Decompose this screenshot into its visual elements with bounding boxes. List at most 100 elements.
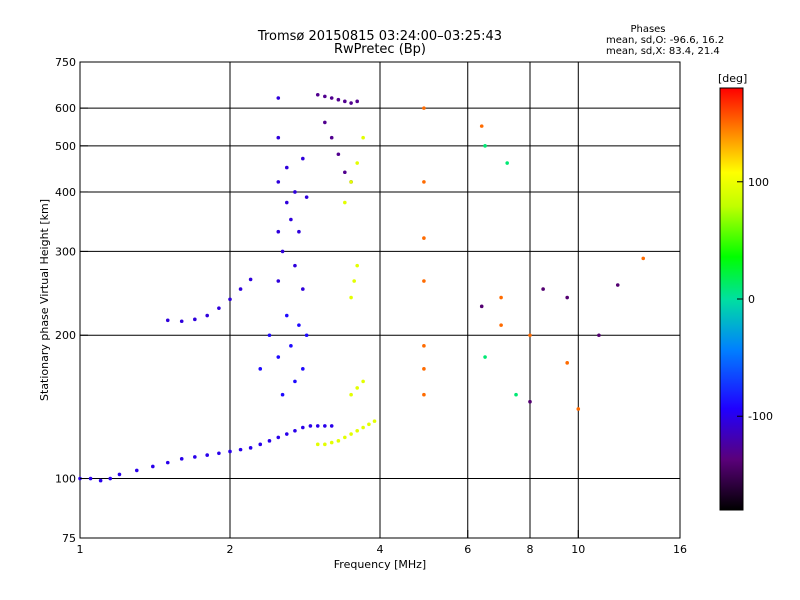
gridlines: [80, 62, 680, 538]
data-point: [483, 355, 487, 359]
data-point: [217, 451, 221, 456]
data-point: [289, 344, 293, 348]
data-point: [315, 442, 320, 447]
y-axis-label: Stationary phase Virtual Height [km]: [38, 199, 51, 401]
data-point: [422, 392, 426, 397]
data-point: [343, 170, 347, 175]
data-point: [293, 379, 297, 384]
colorbar-tick-label: -100: [748, 410, 773, 423]
data-point: [528, 333, 532, 338]
data-point: [576, 407, 581, 411]
data-point: [422, 344, 426, 348]
data-point: [248, 277, 253, 282]
data-point: [293, 263, 297, 268]
data-point: [276, 135, 281, 140]
y-tick-label: 75: [62, 532, 76, 545]
data-point: [276, 355, 281, 359]
x-tick-label: 8: [527, 543, 534, 556]
y-tick-label: 400: [55, 186, 76, 199]
data-point: [323, 424, 327, 428]
data-point: [205, 313, 209, 318]
y-tick-label: 600: [55, 102, 76, 115]
data-point: [304, 333, 309, 338]
data-point: [301, 425, 305, 430]
data-points: [78, 92, 646, 483]
data-point: [499, 323, 503, 327]
data-point: [284, 200, 289, 205]
data-point: [349, 432, 353, 436]
data-point: [514, 392, 518, 397]
y-tick-label: 200: [55, 329, 76, 342]
data-point: [336, 97, 341, 102]
data-point: [355, 161, 359, 165]
x-tick-label: 10: [571, 543, 585, 556]
data-point: [352, 279, 356, 283]
data-point: [238, 287, 243, 291]
data-point: [329, 424, 334, 428]
data-point: [165, 460, 170, 465]
data-point: [228, 449, 232, 454]
data-point: [315, 92, 320, 97]
data-point: [280, 392, 285, 397]
data-point: [205, 453, 209, 457]
data-point: [355, 428, 359, 433]
data-point: [336, 152, 341, 157]
data-point: [343, 99, 347, 104]
x-tick-label: 4: [377, 543, 384, 556]
data-point: [88, 476, 93, 481]
data-point: [349, 101, 353, 105]
data-point: [179, 319, 184, 324]
data-point: [267, 439, 272, 443]
data-point: [355, 386, 359, 390]
data-point: [367, 422, 371, 427]
data-point: [541, 287, 545, 291]
phases-heading: Phases: [630, 24, 665, 35]
x-axis-label: Frequency [MHz]: [334, 558, 426, 571]
phases-mean-x: mean, sd,X: 83.4, 21.4: [606, 46, 720, 57]
chart-title: Tromsø 20150815 03:24:00–03:25:43: [257, 29, 502, 44]
colorbar-tick-label: 0: [748, 293, 755, 306]
data-point: [323, 94, 327, 99]
data-point: [134, 468, 139, 473]
data-point: [641, 256, 646, 261]
phases-mean-o: mean, sd,O: -96.6, 16.2: [606, 35, 724, 46]
data-point: [361, 425, 365, 430]
data-point: [293, 190, 297, 194]
data-point: [217, 306, 221, 310]
data-point: [289, 217, 293, 222]
data-point: [528, 399, 532, 404]
data-point: [193, 455, 197, 459]
data-point: [117, 472, 122, 477]
data-point: [179, 457, 184, 461]
data-point: [422, 367, 426, 371]
data-point: [499, 295, 503, 300]
data-point: [308, 424, 313, 428]
y-tick-label: 500: [55, 140, 76, 153]
data-point: [349, 295, 353, 300]
x-tick-label: 6: [464, 543, 471, 556]
data-point: [297, 323, 301, 327]
data-point: [323, 442, 327, 447]
colorbar-tick-label: 100: [748, 176, 769, 189]
data-point: [372, 419, 377, 423]
x-tick-label: 2: [227, 543, 234, 556]
data-point: [422, 106, 426, 110]
data-point: [304, 195, 309, 199]
data-point: [355, 99, 359, 104]
data-point: [276, 229, 281, 234]
data-point: [361, 379, 365, 384]
data-point: [422, 236, 426, 240]
data-point: [343, 200, 347, 205]
data-point: [483, 144, 487, 148]
x-axis-ticks: 1 2 4 6 8 10 16: [77, 530, 687, 556]
data-point: [597, 333, 601, 338]
data-point: [301, 156, 305, 161]
data-point: [329, 440, 334, 445]
data-point: [165, 318, 170, 323]
data-point: [276, 96, 281, 100]
data-point: [276, 180, 281, 184]
data-point: [505, 161, 509, 165]
data-point: [284, 313, 289, 318]
data-point: [422, 279, 426, 283]
